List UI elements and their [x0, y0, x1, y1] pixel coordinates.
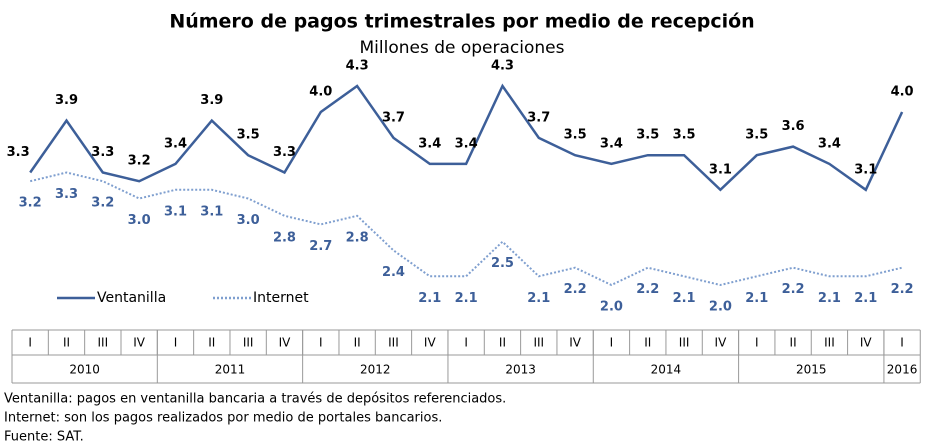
data-label: 2.1	[418, 291, 441, 306]
x-tick-label: IV	[424, 336, 437, 350]
data-label: 3.4	[600, 136, 623, 151]
chart-title: Número de pagos trimestrales por medio d…	[169, 11, 754, 33]
data-label: 4.0	[891, 84, 914, 99]
x-tick-label: I	[174, 336, 178, 350]
data-label: 3.3	[91, 145, 114, 160]
series-line	[29, 171, 903, 287]
data-label: 2.2	[891, 282, 914, 297]
x-tick-label: IV	[279, 336, 292, 350]
x-tick-label: III	[824, 336, 835, 350]
data-label: 2.1	[673, 291, 696, 306]
series-line	[29, 83, 904, 192]
data-label: 3.4	[418, 136, 441, 151]
data-label: 3.4	[818, 136, 841, 151]
x-tick-label: I	[610, 336, 614, 350]
data-label: 3.1	[709, 162, 732, 177]
data-label: 2.2	[564, 282, 587, 297]
data-label: 2.1	[745, 291, 768, 306]
x-tick-label: IV	[569, 336, 582, 350]
data-label: 3.5	[673, 128, 696, 143]
x-tick-label: II	[790, 336, 797, 350]
x-tick-label: III	[243, 336, 254, 350]
year-label: 2013	[505, 363, 536, 377]
data-label: 3.0	[237, 213, 260, 228]
footnote: Internet: son los pagos realizados por m…	[4, 411, 442, 426]
data-label: 4.0	[309, 84, 332, 99]
x-tick-label: I	[900, 336, 904, 350]
legend-label: Internet	[253, 290, 309, 306]
data-label: 2.1	[818, 291, 841, 306]
data-label: 3.7	[382, 110, 405, 125]
data-label: 3.2	[19, 196, 42, 211]
data-label: 3.5	[237, 128, 260, 143]
data-label: 2.2	[636, 282, 659, 297]
data-label: 3.9	[200, 93, 223, 108]
data-label: 4.3	[491, 59, 514, 74]
data-label: 2.7	[309, 239, 332, 254]
data-label: 3.2	[128, 154, 151, 169]
data-label: 3.4	[164, 136, 187, 151]
year-label: 2014	[651, 363, 682, 377]
data-label: 3.0	[128, 213, 151, 228]
footnote: Ventanilla: pagos en ventanilla bancaria…	[4, 392, 506, 407]
x-tick-label: I	[319, 336, 323, 350]
data-label: 2.1	[854, 291, 877, 306]
data-label: 3.1	[200, 204, 223, 219]
data-label: 2.5	[491, 256, 514, 271]
data-label: 3.1	[164, 204, 187, 219]
x-tick-label: III	[98, 336, 109, 350]
data-label: 3.3	[7, 145, 30, 160]
year-label: 2010	[69, 363, 100, 377]
year-label: 2012	[360, 363, 391, 377]
data-label: 2.2	[782, 282, 805, 297]
data-label: 2.8	[346, 230, 369, 245]
x-tick-label: III	[679, 336, 690, 350]
data-label: 3.3	[273, 145, 296, 160]
data-label: 2.4	[382, 265, 405, 280]
data-label: 3.6	[782, 119, 805, 134]
x-tick-label: IV	[715, 336, 728, 350]
footnote: Fuente: SAT.	[4, 430, 84, 445]
data-label: 3.9	[55, 93, 78, 108]
year-label: 2016	[887, 363, 918, 377]
data-label: 3.5	[636, 128, 659, 143]
data-label: 3.5	[745, 128, 768, 143]
x-tick-label: II	[354, 336, 361, 350]
data-label: 2.0	[709, 300, 732, 315]
year-label: 2011	[215, 363, 246, 377]
data-label: 2.1	[455, 291, 478, 306]
data-label: 3.4	[455, 136, 478, 151]
data-label: 2.8	[273, 230, 296, 245]
x-tick-label: I	[464, 336, 468, 350]
legend-label: Ventanilla	[97, 290, 166, 306]
data-label: 2.1	[527, 291, 550, 306]
x-tick-label: III	[533, 336, 544, 350]
x-tick-label: II	[63, 336, 70, 350]
data-label: 3.1	[854, 162, 877, 177]
x-tick-label: IV	[133, 336, 146, 350]
x-tick-label: II	[499, 336, 506, 350]
data-label: 3.3	[55, 187, 78, 202]
data-label: 3.5	[564, 128, 587, 143]
x-tick-label: IV	[860, 336, 873, 350]
x-tick-label: I	[28, 336, 32, 350]
data-label: 2.0	[600, 300, 623, 315]
data-label: 4.3	[346, 59, 369, 74]
x-tick-label: I	[755, 336, 759, 350]
data-label: 3.2	[91, 196, 114, 211]
year-label: 2015	[796, 363, 827, 377]
x-tick-label: II	[208, 336, 215, 350]
x-tick-label: III	[388, 336, 399, 350]
x-tick-label: II	[644, 336, 651, 350]
chart-subtitle: Millones de operaciones	[359, 38, 564, 58]
data-label: 3.7	[527, 110, 550, 125]
